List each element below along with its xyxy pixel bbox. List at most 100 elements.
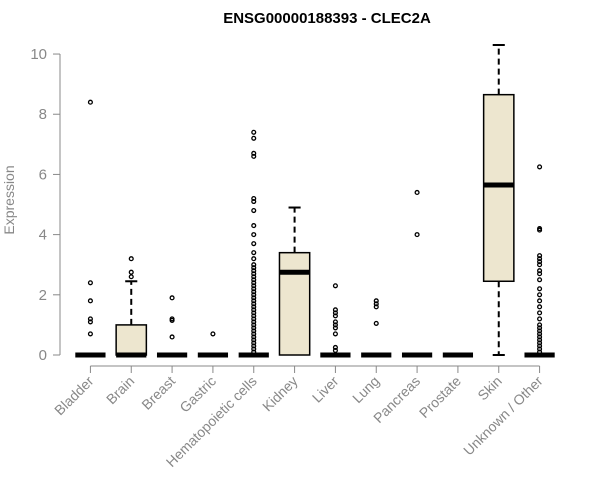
outlier-point — [251, 262, 257, 268]
outlier-point — [537, 325, 543, 331]
outlier-point — [537, 310, 543, 316]
outlier-point — [251, 316, 257, 322]
outlier-point — [537, 286, 543, 292]
outlier-point — [537, 331, 543, 337]
outlier-point — [251, 337, 257, 343]
box-bladder — [75, 99, 106, 358]
outlier-point — [251, 256, 257, 262]
outlier-point — [251, 325, 257, 331]
outlier-point — [251, 289, 257, 295]
box-body — [278, 251, 311, 356]
outlier-point — [251, 271, 257, 277]
outlier-point — [87, 280, 93, 286]
outlier-point — [251, 286, 257, 292]
outlier-point — [373, 320, 379, 326]
outlier-point — [537, 340, 543, 346]
box-hematopoietic-cells — [238, 129, 269, 358]
outlier-point — [251, 277, 257, 283]
y-tick-label: 0 — [39, 347, 47, 364]
x-tick-label: Liver — [309, 373, 342, 406]
x-tick-label: Skin — [474, 373, 505, 404]
outlier-point — [251, 241, 257, 247]
box-kidney — [278, 206, 311, 356]
outlier-point — [169, 295, 175, 301]
outlier-point — [373, 304, 379, 310]
box-brain — [115, 256, 148, 358]
box-breast — [156, 295, 188, 358]
outlier-point — [251, 153, 257, 159]
outlier-point — [537, 349, 543, 355]
outlier-point — [251, 250, 257, 256]
outlier-point — [251, 135, 257, 141]
y-tick-label: 6 — [39, 166, 47, 183]
outlier-point — [251, 198, 257, 205]
outlier-point — [332, 325, 338, 331]
chart-title: ENSG00000188393 - CLEC2A — [223, 10, 431, 27]
y-tick-label: 2 — [39, 287, 47, 304]
outlier-point — [128, 256, 134, 262]
outlier-point — [537, 328, 543, 334]
outlier-point — [537, 322, 543, 328]
outlier-point — [251, 343, 257, 349]
box-pancreas — [401, 189, 433, 358]
outlier-point — [537, 343, 543, 349]
x-tick-label: Kidney — [259, 373, 301, 415]
box-unknown-other — [524, 164, 555, 358]
outlier-point — [373, 298, 379, 304]
outlier-point — [251, 292, 257, 298]
outlier-point — [87, 99, 93, 105]
outlier-point — [537, 346, 543, 352]
outlier-point — [87, 316, 93, 322]
outlier-point — [332, 347, 338, 354]
outlier-point — [537, 256, 543, 262]
x-tick-label: Brain — [103, 373, 137, 407]
outlier-point — [128, 269, 134, 275]
outlier-point — [169, 334, 175, 340]
outlier-point — [332, 331, 338, 337]
box-lung — [361, 298, 392, 358]
outlier-point — [251, 304, 257, 310]
outlier-point — [251, 313, 257, 319]
outlier-point — [537, 268, 543, 274]
outlier-point — [537, 334, 543, 340]
outlier-point — [87, 298, 93, 304]
outlier-point — [251, 129, 257, 135]
outlier-point — [537, 304, 543, 310]
box-body — [115, 324, 148, 356]
outlier-point — [332, 313, 338, 319]
outlier-point — [251, 150, 257, 156]
outlier-point — [537, 292, 543, 298]
outlier-point — [87, 319, 93, 325]
y-tick-label: 4 — [39, 227, 47, 244]
outlier-point — [251, 301, 257, 307]
x-tick-label: Lung — [349, 373, 382, 406]
x-tick-label: Breast — [138, 373, 178, 413]
outlier-point — [251, 223, 257, 229]
outlier-point — [251, 331, 257, 337]
outlier-point — [251, 274, 257, 280]
outlier-point — [332, 307, 338, 313]
outlier-point — [251, 232, 257, 238]
box-body — [482, 93, 515, 283]
outlier-point — [251, 295, 257, 301]
outlier-point — [251, 340, 257, 346]
outlier-point — [251, 346, 257, 352]
outlier-point — [537, 271, 543, 277]
outlier-point — [87, 331, 93, 337]
y-axis-label: Expression — [1, 165, 17, 234]
outlier-point — [251, 280, 257, 286]
outlier-point — [537, 227, 543, 233]
outlier-point — [332, 310, 338, 316]
outlier-point — [332, 319, 338, 325]
outlier-point — [210, 331, 216, 337]
outlier-point — [537, 277, 543, 283]
outlier-point — [251, 322, 257, 328]
outlier-point — [414, 232, 420, 238]
outlier-point — [251, 298, 257, 304]
outlier-point — [251, 207, 257, 214]
outlier-point — [251, 307, 257, 313]
outlier-point — [251, 328, 257, 334]
y-tick-label: 10 — [30, 46, 47, 63]
outlier-point — [332, 322, 338, 328]
